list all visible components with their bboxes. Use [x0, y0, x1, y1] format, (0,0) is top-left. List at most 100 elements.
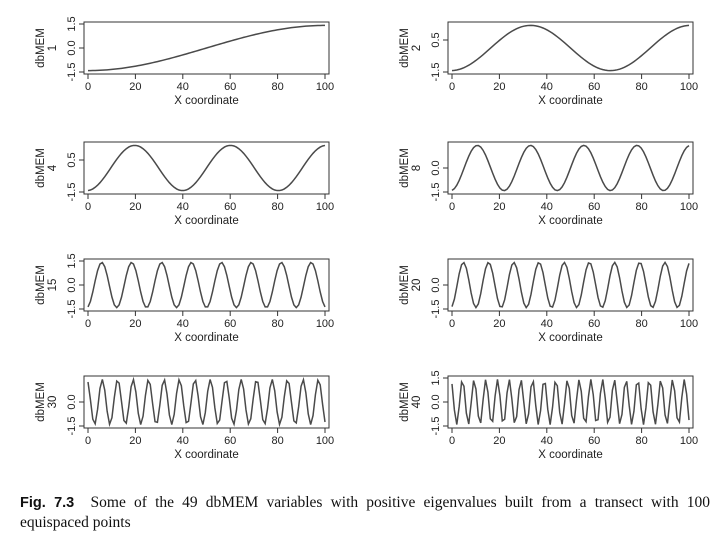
x-tick-label: 40 [541, 318, 553, 330]
panel-number-label: 40 [411, 396, 423, 409]
x-tick-label: 40 [177, 81, 189, 93]
x-tick-label: 0 [85, 318, 91, 330]
x-tick-label: 0 [449, 81, 455, 93]
series-line [87, 144, 326, 192]
x-tick-label: 60 [588, 201, 600, 213]
figure-caption: Fig. 7.3 Some of the 49 dbMEM variables … [20, 493, 710, 533]
y-axis-label: dbMEM [399, 265, 411, 305]
plot-frame [83, 258, 330, 312]
x-tick-label: 0 [449, 318, 455, 330]
y-tick-label: 0.0 [430, 394, 442, 409]
y-tick-label: -1.5 [430, 63, 442, 82]
panel-number-label: 2 [411, 45, 423, 51]
plot-frame [83, 141, 330, 195]
plot-frame [447, 21, 694, 75]
x-axis-label: X coordinate [538, 332, 603, 344]
x-tick-label: 100 [316, 81, 334, 93]
y-tick-label: -1.5 [430, 300, 442, 319]
x-tick-label: 100 [680, 318, 698, 330]
panel-number-label: 15 [47, 279, 59, 292]
x-axis-label: X coordinate [174, 449, 239, 461]
x-tick-label: 100 [680, 81, 698, 93]
y-axis-label: dbMEM [35, 148, 47, 188]
x-tick-label: 100 [316, 201, 334, 213]
panel-7: 0 20 40 60 80 100 X coordinate -1.5 0.0 dbMEM 30 [35, 375, 334, 461]
x-axis-label: X coordinate [538, 95, 603, 107]
x-tick-label: 100 [316, 435, 334, 447]
y-tick-label: -1.5 [430, 183, 442, 202]
y-tick-label: 0.0 [66, 277, 78, 292]
x-tick-label: 60 [224, 435, 236, 447]
x-axis-label: X coordinate [174, 215, 239, 227]
panel-4: 0 20 40 60 80 100 X coordinate -1.5 0.0 dbMEM 8 [399, 141, 698, 227]
x-axis-label: X coordinate [538, 215, 603, 227]
figure-label: Fig. 7.3 [20, 495, 75, 511]
caption-text: Some of the 49 dbMEM variables with posi… [20, 494, 710, 531]
x-tick-label: 20 [493, 435, 505, 447]
x-tick-label: 60 [224, 81, 236, 93]
y-tick-label: -1.5 [66, 63, 78, 82]
x-tick-label: 20 [493, 318, 505, 330]
y-tick-label: -1.5 [430, 417, 442, 436]
x-tick-label: 40 [541, 435, 553, 447]
y-tick-label: 0.5 [430, 32, 442, 47]
y-tick-label: 1.5 [430, 370, 442, 385]
series-line [451, 144, 690, 192]
x-axis-label: X coordinate [174, 332, 239, 344]
x-tick-label: 60 [224, 318, 236, 330]
x-tick-label: 100 [316, 318, 334, 330]
panel-number-label: 8 [411, 165, 423, 171]
y-tick-label: 0.5 [66, 152, 78, 167]
y-axis-label: dbMEM [35, 265, 47, 305]
x-tick-label: 80 [635, 318, 647, 330]
x-tick-label: 40 [177, 318, 189, 330]
x-tick-label: 80 [635, 81, 647, 93]
x-tick-label: 100 [680, 201, 698, 213]
y-axis-label: dbMEM [35, 28, 47, 68]
panel-2: 0 20 40 60 80 100 X coordinate -1.5 0.5 dbMEM 2 [399, 21, 698, 107]
x-tick-label: 80 [271, 435, 283, 447]
y-tick-label: 0.0 [66, 40, 78, 55]
series-line [451, 260, 690, 310]
panel-number-label: 1 [47, 45, 59, 51]
x-tick-label: 60 [224, 201, 236, 213]
x-tick-label: 40 [177, 201, 189, 213]
x-axis-label: X coordinate [538, 449, 603, 461]
x-tick-label: 40 [177, 435, 189, 447]
series-line [87, 261, 326, 309]
y-tick-label: 1.5 [66, 253, 78, 268]
x-tick-label: 80 [635, 201, 647, 213]
x-tick-label: 60 [588, 435, 600, 447]
x-tick-label: 40 [541, 81, 553, 93]
x-tick-label: 0 [449, 435, 455, 447]
x-tick-label: 80 [271, 81, 283, 93]
x-tick-label: 0 [85, 435, 91, 447]
series-line [87, 24, 326, 72]
y-tick-label: -1.5 [66, 417, 78, 436]
x-tick-label: 20 [493, 201, 505, 213]
x-tick-label: 100 [680, 435, 698, 447]
panel-number-label: 30 [47, 396, 59, 409]
x-tick-label: 0 [85, 81, 91, 93]
y-axis-label: dbMEM [399, 28, 411, 68]
x-axis-label: X coordinate [174, 95, 239, 107]
x-tick-label: 20 [129, 435, 141, 447]
y-tick-label: 0.0 [430, 277, 442, 292]
y-tick-label: 0.0 [430, 160, 442, 175]
y-tick-label: 0.0 [66, 394, 78, 409]
x-tick-label: 20 [129, 81, 141, 93]
y-tick-label: -1.5 [66, 300, 78, 319]
panel-3: 0 20 40 60 80 100 X coordinate -1.5 0.5 dbMEM 4 [35, 141, 334, 227]
x-tick-label: 20 [129, 318, 141, 330]
panel-number-label: 4 [47, 164, 59, 171]
x-tick-label: 80 [635, 435, 647, 447]
series-line [451, 378, 690, 426]
x-tick-label: 80 [271, 318, 283, 330]
y-tick-label: 1.5 [66, 16, 78, 31]
x-tick-label: 80 [271, 201, 283, 213]
y-axis-label: dbMEM [399, 148, 411, 188]
panel-1: 0 20 40 60 80 100 X coordinate -1.5 0.0 1.5 dbMEM 1 [35, 16, 334, 107]
x-tick-label: 20 [493, 81, 505, 93]
